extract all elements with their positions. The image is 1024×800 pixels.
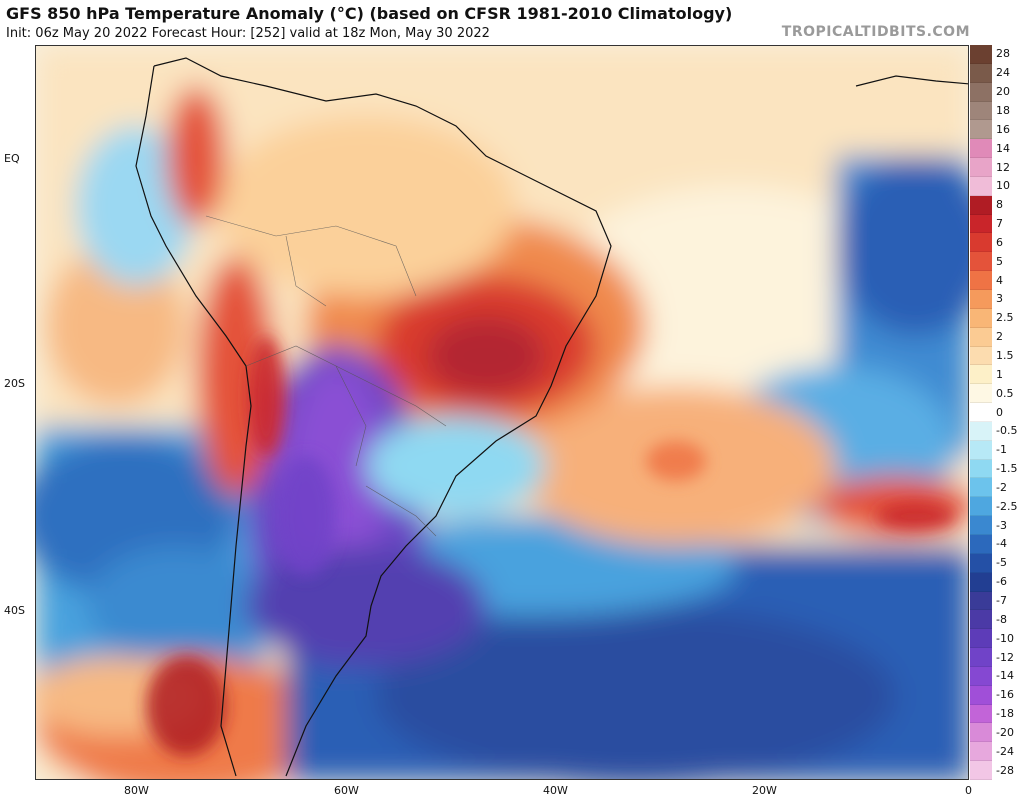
colorbar-label: 28 xyxy=(996,47,1010,61)
lat-label-40s: 40S xyxy=(4,604,25,617)
colorbar-swatch xyxy=(970,176,992,196)
colorbar-label: -14 xyxy=(996,669,1014,683)
colorbar-swatch xyxy=(970,742,992,762)
lon-label-60w: 60W xyxy=(334,784,359,797)
colorbar-swatch xyxy=(970,610,992,630)
colorbar-swatch xyxy=(970,290,992,309)
colorbar-label: -12 xyxy=(996,650,1014,664)
colorbar-swatch xyxy=(970,648,992,667)
colorbar-swatch xyxy=(970,63,992,83)
colorbar-label: -8 xyxy=(996,612,1007,626)
colorbar-label: -6 xyxy=(996,575,1007,589)
colorbar-swatch xyxy=(970,308,992,328)
colorbar-label: 5 xyxy=(996,254,1003,268)
map-title: GFS 850 hPa Temperature Anomaly (°C) (ba… xyxy=(6,4,733,23)
colorbar-swatch xyxy=(970,591,992,611)
colorbar-label: 20 xyxy=(996,85,1010,99)
anomaly-map-canvas xyxy=(36,46,968,779)
colorbar-label: -24 xyxy=(996,744,1014,758)
colorbar-label: -16 xyxy=(996,688,1014,702)
colorbar-label: -5 xyxy=(996,556,1007,570)
colorbar-label: -7 xyxy=(996,593,1007,607)
colorbar-swatch xyxy=(970,195,992,215)
colorbar-label: -1 xyxy=(996,443,1007,457)
colorbar-label: 2 xyxy=(996,330,1003,344)
anomaly-detail xyxy=(146,336,956,756)
colorbar-swatch xyxy=(970,704,992,724)
colorbar-label: 3 xyxy=(996,292,1003,306)
colorbar-label: 4 xyxy=(996,273,1003,287)
colorbar-label: -2.5 xyxy=(996,499,1018,513)
colorbar-swatch xyxy=(970,478,992,498)
brand-watermark: TROPICALTIDBITS.COM xyxy=(781,24,970,40)
colorbar-swatch xyxy=(970,440,992,460)
colorbar-swatch xyxy=(970,421,992,441)
colorbar-label: 1 xyxy=(996,367,1003,381)
colorbar-label: -28 xyxy=(996,763,1014,777)
colorbar-swatch xyxy=(970,327,992,347)
lon-label-20w: 20W xyxy=(752,784,777,797)
colorbar-swatch xyxy=(970,497,992,517)
lon-label-0: 0 xyxy=(965,784,972,797)
colorbar-swatch xyxy=(970,158,992,177)
colorbar-swatch xyxy=(970,139,992,159)
colorbar-label: 16 xyxy=(996,122,1010,136)
borders xyxy=(205,215,447,537)
colorbar-label: -1.5 xyxy=(996,462,1018,476)
colorbar-swatch xyxy=(970,82,992,102)
coastlines xyxy=(135,57,612,777)
colorbar-label: 0.5 xyxy=(996,386,1014,400)
colorbar-swatch xyxy=(970,233,992,253)
colorbar-swatch xyxy=(970,516,992,535)
colorbar-swatch xyxy=(970,761,992,780)
colorbar-label: -4 xyxy=(996,537,1007,551)
colorbar-swatch xyxy=(970,45,992,64)
lon-label-80w: 80W xyxy=(124,784,149,797)
map-subtitle: Init: 06z May 20 2022 Forecast Hour: [25… xyxy=(6,26,490,41)
colorbar-swatch xyxy=(970,365,992,385)
anomaly-field xyxy=(36,46,968,779)
colorbar xyxy=(970,45,992,780)
colorbar-label: 0 xyxy=(996,405,1003,419)
colorbar-label: -10 xyxy=(996,631,1014,645)
colorbar-swatch xyxy=(970,723,992,743)
colorbar-swatch xyxy=(970,629,992,649)
colorbar-swatch xyxy=(970,553,992,573)
colorbar-swatch xyxy=(970,403,992,422)
colorbar-label: -0.5 xyxy=(996,424,1018,438)
colorbar-label: 7 xyxy=(996,217,1003,231)
colorbar-label: 10 xyxy=(996,179,1010,193)
colorbar-swatch xyxy=(970,101,992,121)
colorbar-label: 12 xyxy=(996,160,1010,174)
colorbar-swatch xyxy=(970,252,992,272)
colorbar-swatch xyxy=(970,384,992,404)
colorbar-swatch xyxy=(970,120,992,140)
colorbar-label: 8 xyxy=(996,198,1003,212)
colorbar-label: -2 xyxy=(996,480,1007,494)
colorbar-label: 18 xyxy=(996,103,1010,117)
colorbar-label: 6 xyxy=(996,235,1003,249)
colorbar-swatch xyxy=(970,459,992,479)
colorbar-swatch xyxy=(970,685,992,705)
colorbar-swatch xyxy=(970,214,992,234)
lat-label-eq: EQ xyxy=(4,152,20,165)
colorbar-swatch xyxy=(970,346,992,366)
colorbar-label: 24 xyxy=(996,66,1010,80)
africa-coast xyxy=(855,75,968,87)
anomaly-map xyxy=(35,45,969,780)
colorbar-label: -18 xyxy=(996,707,1014,721)
colorbar-label: 14 xyxy=(996,141,1010,155)
colorbar-label: -20 xyxy=(996,725,1014,739)
colorbar-swatch xyxy=(970,535,992,554)
colorbar-swatch xyxy=(970,572,992,592)
colorbar-swatch xyxy=(970,666,992,686)
lon-label-40w: 40W xyxy=(543,784,568,797)
colorbar-label: 2.5 xyxy=(996,311,1014,325)
colorbar-label: 1.5 xyxy=(996,348,1014,362)
lat-label-20s: 20S xyxy=(4,377,25,390)
colorbar-label: -3 xyxy=(996,518,1007,532)
colorbar-swatch xyxy=(970,271,992,290)
